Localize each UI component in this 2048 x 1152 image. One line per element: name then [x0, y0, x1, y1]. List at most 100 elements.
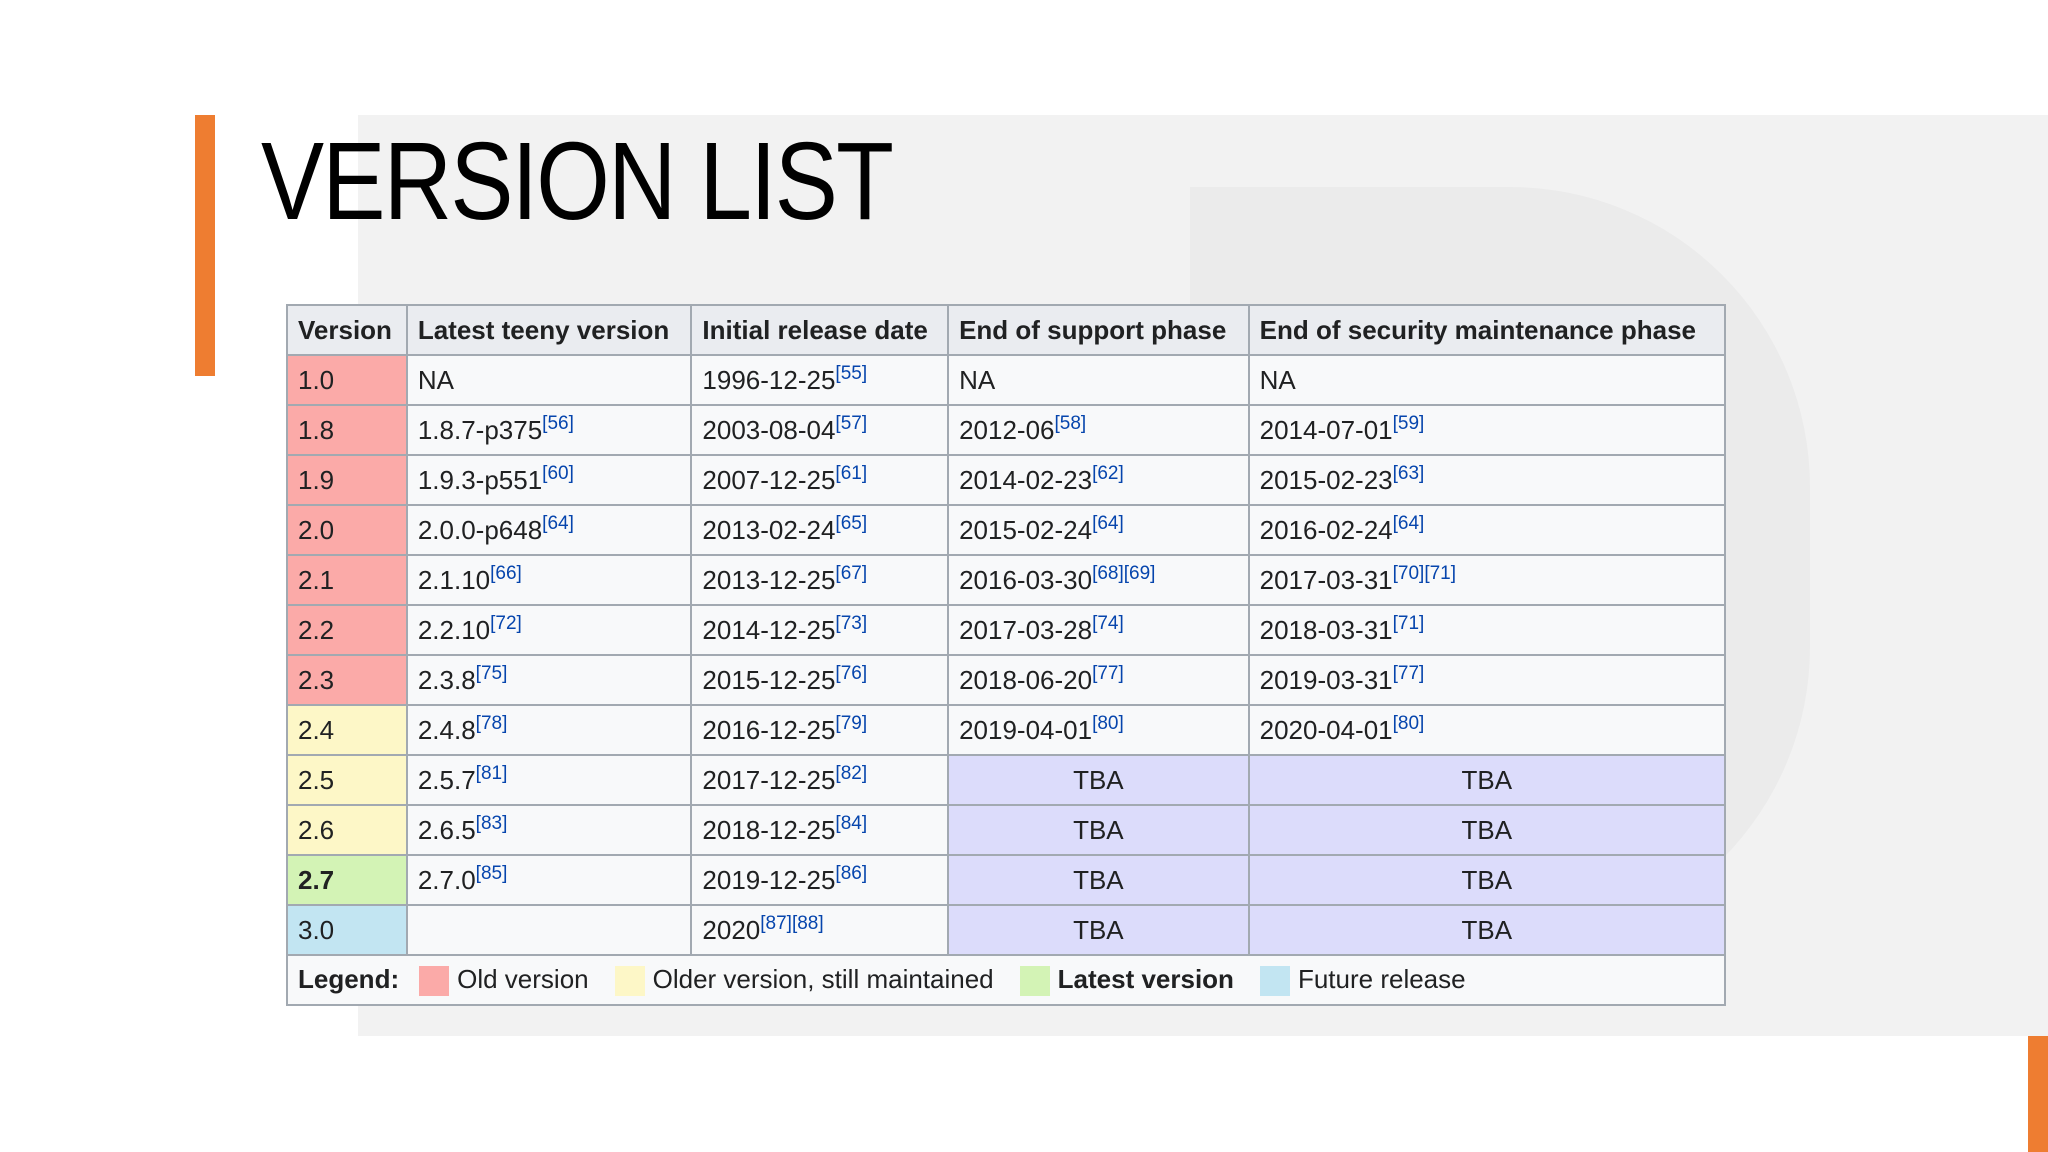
- cell-text: 2.5.7: [417, 764, 476, 795]
- table-cell: TBA: [1247, 854, 1727, 906]
- cell-text: 2016-12-25: [702, 714, 836, 745]
- cell-text: 2012-06: [959, 414, 1055, 445]
- table-row: 1.0 NA 1996-12-25[55] NA NA: [286, 354, 1727, 406]
- reference: [73]: [835, 612, 868, 634]
- cell-text: TBA: [1461, 864, 1513, 895]
- reference: [76]: [835, 662, 868, 684]
- version: 1.9: [298, 464, 335, 495]
- table-cell: 2019-12-25[86]: [690, 854, 950, 906]
- cell-text: 2016-02-24: [1259, 514, 1393, 545]
- table-row: 2.1 2.1.10[66] 2013-12-25[67] 2016-03-30[68…: [286, 554, 1727, 606]
- cell-text: 2015-02-23: [1259, 464, 1393, 495]
- column-header: Latest teeny version: [405, 304, 693, 356]
- table-cell: 2013-12-25[67]: [690, 554, 950, 606]
- table-cell: 1.9.3-p551[60]: [405, 454, 693, 506]
- version: 2.5: [298, 764, 335, 795]
- table-row: 3.0 2020[87][88] TBA TBA: [286, 904, 1727, 956]
- cell-text: 2.6.5: [417, 814, 476, 845]
- cell-text: TBA: [1461, 764, 1513, 795]
- version: 2.4: [298, 714, 335, 745]
- reference: [84]: [835, 812, 868, 834]
- table-cell: 1.0: [286, 354, 408, 406]
- column-header: End of support phase: [947, 304, 1250, 356]
- reference: [60]: [542, 462, 574, 484]
- cell-text: 2020-04-01: [1259, 714, 1393, 745]
- table-cell: 1.9: [286, 454, 408, 506]
- cell-text: TBA: [1461, 814, 1513, 845]
- table-cell: 2018-06-20[77]: [947, 654, 1250, 706]
- reference: [68][69]: [1092, 562, 1156, 584]
- version: 2.1: [298, 564, 335, 595]
- table-cell: 2.7: [286, 854, 408, 906]
- table-cell: 2.3: [286, 654, 408, 706]
- cell-text: 2.2.10: [417, 614, 491, 645]
- version: 1.8: [298, 414, 335, 445]
- cell-text: 2020: [702, 914, 761, 945]
- table-row: 2.6 2.6.5[83] 2018-12-25[84] TBA TBA: [286, 804, 1727, 856]
- table-cell: NA: [1247, 354, 1727, 406]
- version: 2.2: [298, 614, 335, 645]
- cell-text: 2014-07-01: [1259, 414, 1393, 445]
- version: 2.7: [298, 864, 335, 895]
- table-cell: TBA: [947, 854, 1250, 906]
- legend-swatch: [419, 966, 450, 997]
- table-row: 2.3 2.3.8[75] 2015-12-25[76] 2018-06-20[77]…: [286, 654, 1727, 706]
- legend-swatch: [1019, 966, 1050, 997]
- table-row: 2.0 2.0.0-p648[64] 2013-02-24[65] 2015-02-2…: [286, 504, 1727, 556]
- legend-label: Legend:: [298, 963, 400, 994]
- table-cell: 2012-06[58]: [947, 404, 1250, 456]
- table-cell: 3.0: [286, 904, 408, 956]
- cell-text: TBA: [1073, 914, 1124, 945]
- legend-entry: Older version, still maintained: [652, 963, 994, 994]
- table-row: 2.5 2.5.7[81] 2017-12-25[82] TBA TBA: [286, 754, 1727, 806]
- table-cell: 2014-02-23[62]: [947, 454, 1250, 506]
- table-cell: 2003-08-04[57]: [690, 404, 950, 456]
- reference: [80]: [1392, 712, 1425, 734]
- table-cell: 1.8: [286, 404, 408, 456]
- cell-text: 2.0.0-p648: [417, 514, 543, 545]
- table-cell: 2015-02-23[63]: [1247, 454, 1727, 506]
- table-cell: 2014-12-25[73]: [690, 604, 950, 656]
- version: 2.0: [298, 514, 335, 545]
- table-cell: 2014-07-01[59]: [1247, 404, 1727, 456]
- cell-text: 2.1.10: [417, 564, 491, 595]
- cell-text: 2018-03-31: [1259, 614, 1393, 645]
- table-cell: 2.7.0[85]: [405, 854, 693, 906]
- cell-text: NA: [417, 364, 454, 395]
- reference: [61]: [835, 462, 868, 484]
- table-cell: 2.4: [286, 704, 408, 756]
- table-cell: 2.4.8[78]: [405, 704, 693, 756]
- cell-text: 2019-12-25: [702, 864, 836, 895]
- reference: [65]: [835, 512, 868, 534]
- table-cell: 2.1: [286, 554, 408, 606]
- reference: [70][71]: [1392, 562, 1457, 584]
- version: 2.6: [298, 814, 335, 845]
- reference: [78]: [475, 712, 508, 734]
- cell-text: 2017-03-28: [959, 614, 1093, 645]
- reference: [66]: [490, 562, 522, 584]
- table-cell: 2.0.0-p648[64]: [405, 504, 693, 556]
- table-cell: NA: [405, 354, 693, 406]
- version: 3.0: [298, 914, 335, 945]
- table-cell: [405, 904, 693, 956]
- table-cell: NA: [947, 354, 1250, 406]
- table-cell: 2.5: [286, 754, 408, 806]
- table-cell: 2.2: [286, 604, 408, 656]
- cell-text: 2015-12-25: [702, 664, 836, 695]
- table-row: 2.2 2.2.10[72] 2014-12-25[73] 2017-03-28[74…: [286, 604, 1727, 656]
- cell-text: 2013-02-24: [702, 514, 836, 545]
- table-row: 1.8 1.8.7-p375[56] 2003-08-04[57] 2012-06[5…: [286, 404, 1727, 456]
- cell-text: 2014-02-23: [959, 464, 1093, 495]
- reference: [59]: [1392, 412, 1425, 434]
- reference: [83]: [475, 812, 508, 834]
- cell-text: 2013-12-25: [702, 564, 836, 595]
- table-cell: 2.6: [286, 804, 408, 856]
- legend-entry: Future release: [1297, 963, 1466, 994]
- table-row: 2.7 2.7.0[85] 2019-12-25[86] TBA TBA: [286, 854, 1727, 906]
- version: 1.0: [298, 364, 335, 395]
- table-cell: 2016-03-30[68][69]: [947, 554, 1250, 606]
- cell-text: 1.8.7-p375: [417, 414, 543, 445]
- legend-swatch: [614, 966, 645, 997]
- cell-text: NA: [959, 364, 996, 395]
